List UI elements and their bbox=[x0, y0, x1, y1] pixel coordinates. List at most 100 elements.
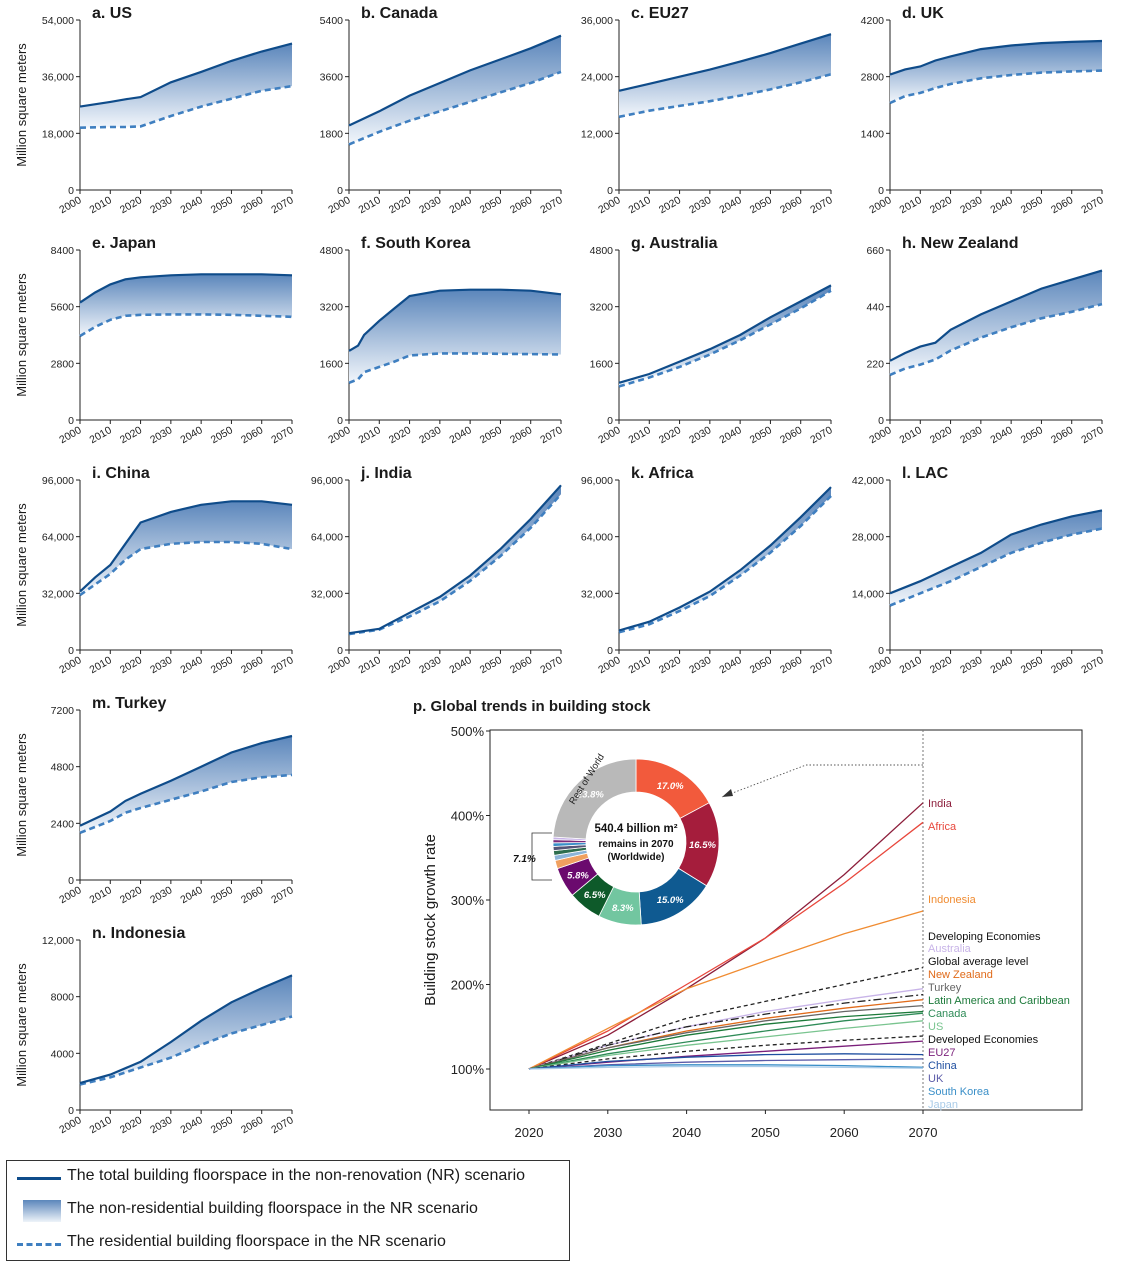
series-line bbox=[528, 1004, 924, 1070]
x-tick-label: 2040 bbox=[988, 424, 1014, 446]
x-tick-label: 2060 bbox=[1049, 424, 1075, 446]
small-slices-bracket bbox=[531, 832, 552, 881]
y-tick-label: 12,000 bbox=[42, 935, 74, 947]
series-label: Australia bbox=[928, 943, 972, 955]
x-tick-label: 2060 bbox=[239, 1114, 265, 1136]
x-tick-label: 2040 bbox=[178, 194, 204, 216]
panel-h: h. New Zealand 0 220 440 660 2000 2010 2020 2030… bbox=[866, 235, 1105, 446]
residential-line bbox=[348, 352, 562, 385]
x-tick-label: 2000 bbox=[57, 884, 83, 906]
panel-p: p. Global trends in building stock 100% 20… bbox=[413, 698, 1083, 1140]
x-tick-label: 2000 bbox=[326, 424, 352, 446]
y-tick-label: 0 bbox=[878, 415, 884, 427]
total-line bbox=[889, 269, 1103, 362]
residential-line bbox=[79, 84, 293, 129]
x-tick-label: 2060 bbox=[1049, 654, 1075, 676]
x-tick-label: 2020 bbox=[657, 654, 683, 676]
series-label: China bbox=[928, 1060, 958, 1072]
y-tick-label: 96,000 bbox=[42, 475, 74, 487]
y-tick-label: 1400 bbox=[861, 128, 885, 140]
total-line bbox=[348, 484, 562, 635]
y-tick-label: 3600 bbox=[320, 72, 344, 84]
x-tick-label: 2000 bbox=[596, 424, 622, 446]
y-tick-label: 2800 bbox=[51, 358, 75, 370]
x-tick-label: 2070 bbox=[1079, 424, 1105, 446]
x-tick-label: 2000 bbox=[57, 194, 83, 216]
x-tick-label: 2040 bbox=[178, 654, 204, 676]
x-tick-label: 2060 bbox=[778, 654, 804, 676]
x-tick-label: 2040 bbox=[178, 1114, 204, 1136]
donut-center-total: 540.4 billion m² bbox=[594, 823, 677, 835]
legend-entry-res: The residential building floorspace in t… bbox=[7, 1229, 569, 1259]
donut-slice-label: 8.3% bbox=[612, 903, 634, 914]
y-tick-label: 18,000 bbox=[42, 128, 74, 140]
panel-title: e. Japan bbox=[92, 235, 156, 252]
x-tick-label: 2010 bbox=[357, 424, 383, 446]
x-tick-label: 2050 bbox=[478, 424, 504, 446]
x-tick-label: 2030 bbox=[687, 194, 713, 216]
x-tick-label: 2040 bbox=[988, 654, 1014, 676]
y-tick-label: 64,000 bbox=[42, 532, 74, 544]
x-tick-label: 2000 bbox=[596, 194, 622, 216]
series-label: Developing Economies bbox=[928, 931, 1041, 943]
x-tick-label: 2000 bbox=[326, 654, 352, 676]
y-tick-label: 0 bbox=[68, 185, 74, 197]
y-tick-label: 64,000 bbox=[311, 532, 343, 544]
x-tick-label: 2000 bbox=[596, 654, 622, 676]
x-tick-label: 2040 bbox=[447, 194, 473, 216]
x-tick-label: 2070 bbox=[808, 424, 834, 446]
x-tick-label: 2020 bbox=[515, 1125, 544, 1140]
panel-title: b. Canada bbox=[361, 5, 438, 22]
panel-e: e. Japan 0 2800 5600 8400 2000 2010 2020 2030 204… bbox=[14, 235, 296, 446]
y-tick-label: 3200 bbox=[590, 302, 614, 314]
y-axis-title: Million square meters bbox=[14, 273, 29, 397]
series-line bbox=[528, 966, 924, 1070]
donut-center-line2: remains in 2070 bbox=[598, 839, 673, 850]
y-tick-label: 64,000 bbox=[581, 532, 613, 544]
x-tick-label: 2040 bbox=[717, 424, 743, 446]
legend-dashed-line-icon bbox=[17, 1243, 61, 1246]
x-tick-label: 2010 bbox=[88, 424, 114, 446]
x-tick-label: 2050 bbox=[1019, 194, 1045, 216]
y-tick-label: 8000 bbox=[51, 992, 75, 1004]
donut-slice-label: 16.5% bbox=[689, 840, 716, 851]
x-tick-label: 2030 bbox=[148, 884, 174, 906]
series-label: EU27 bbox=[928, 1047, 956, 1059]
x-tick-label: 2060 bbox=[239, 884, 265, 906]
x-tick-label: 2040 bbox=[988, 194, 1014, 216]
y-tick-label: 96,000 bbox=[581, 475, 613, 487]
y-tick-label: 0 bbox=[337, 185, 343, 197]
y-tick-label: 42,000 bbox=[852, 475, 884, 487]
y-tick-label: 28,000 bbox=[852, 532, 884, 544]
x-tick-label: 2070 bbox=[538, 424, 564, 446]
series-label: Africa bbox=[928, 821, 957, 833]
donut-slice bbox=[552, 758, 637, 840]
x-tick-label: 2020 bbox=[387, 424, 413, 446]
donut-slice-label: 23.8% bbox=[576, 790, 604, 801]
y-tick-label: 5400 bbox=[320, 15, 344, 27]
x-tick-label: 2070 bbox=[538, 654, 564, 676]
y-tick-label: 0 bbox=[337, 415, 343, 427]
series-label: US bbox=[928, 1021, 943, 1033]
series-line bbox=[528, 1020, 924, 1070]
series-label: South Korea bbox=[928, 1086, 990, 1098]
series-label: Japan bbox=[928, 1099, 958, 1111]
series-label: Turkey bbox=[928, 982, 962, 994]
total-line bbox=[889, 509, 1103, 595]
x-tick-label: 2030 bbox=[958, 424, 984, 446]
residential-line bbox=[348, 70, 562, 146]
total-line bbox=[79, 500, 293, 593]
panel-title: n. Indonesia bbox=[92, 925, 185, 942]
y-tick-label: 0 bbox=[337, 645, 343, 657]
panel-title: f. South Korea bbox=[361, 235, 470, 252]
series-label: Canada bbox=[928, 1008, 967, 1020]
x-tick-label: 2030 bbox=[417, 424, 443, 446]
nonres-area bbox=[80, 501, 292, 596]
y-tick-label: 4800 bbox=[51, 762, 75, 774]
x-tick-label: 2060 bbox=[778, 424, 804, 446]
y-axis-title: Million square meters bbox=[14, 503, 29, 627]
